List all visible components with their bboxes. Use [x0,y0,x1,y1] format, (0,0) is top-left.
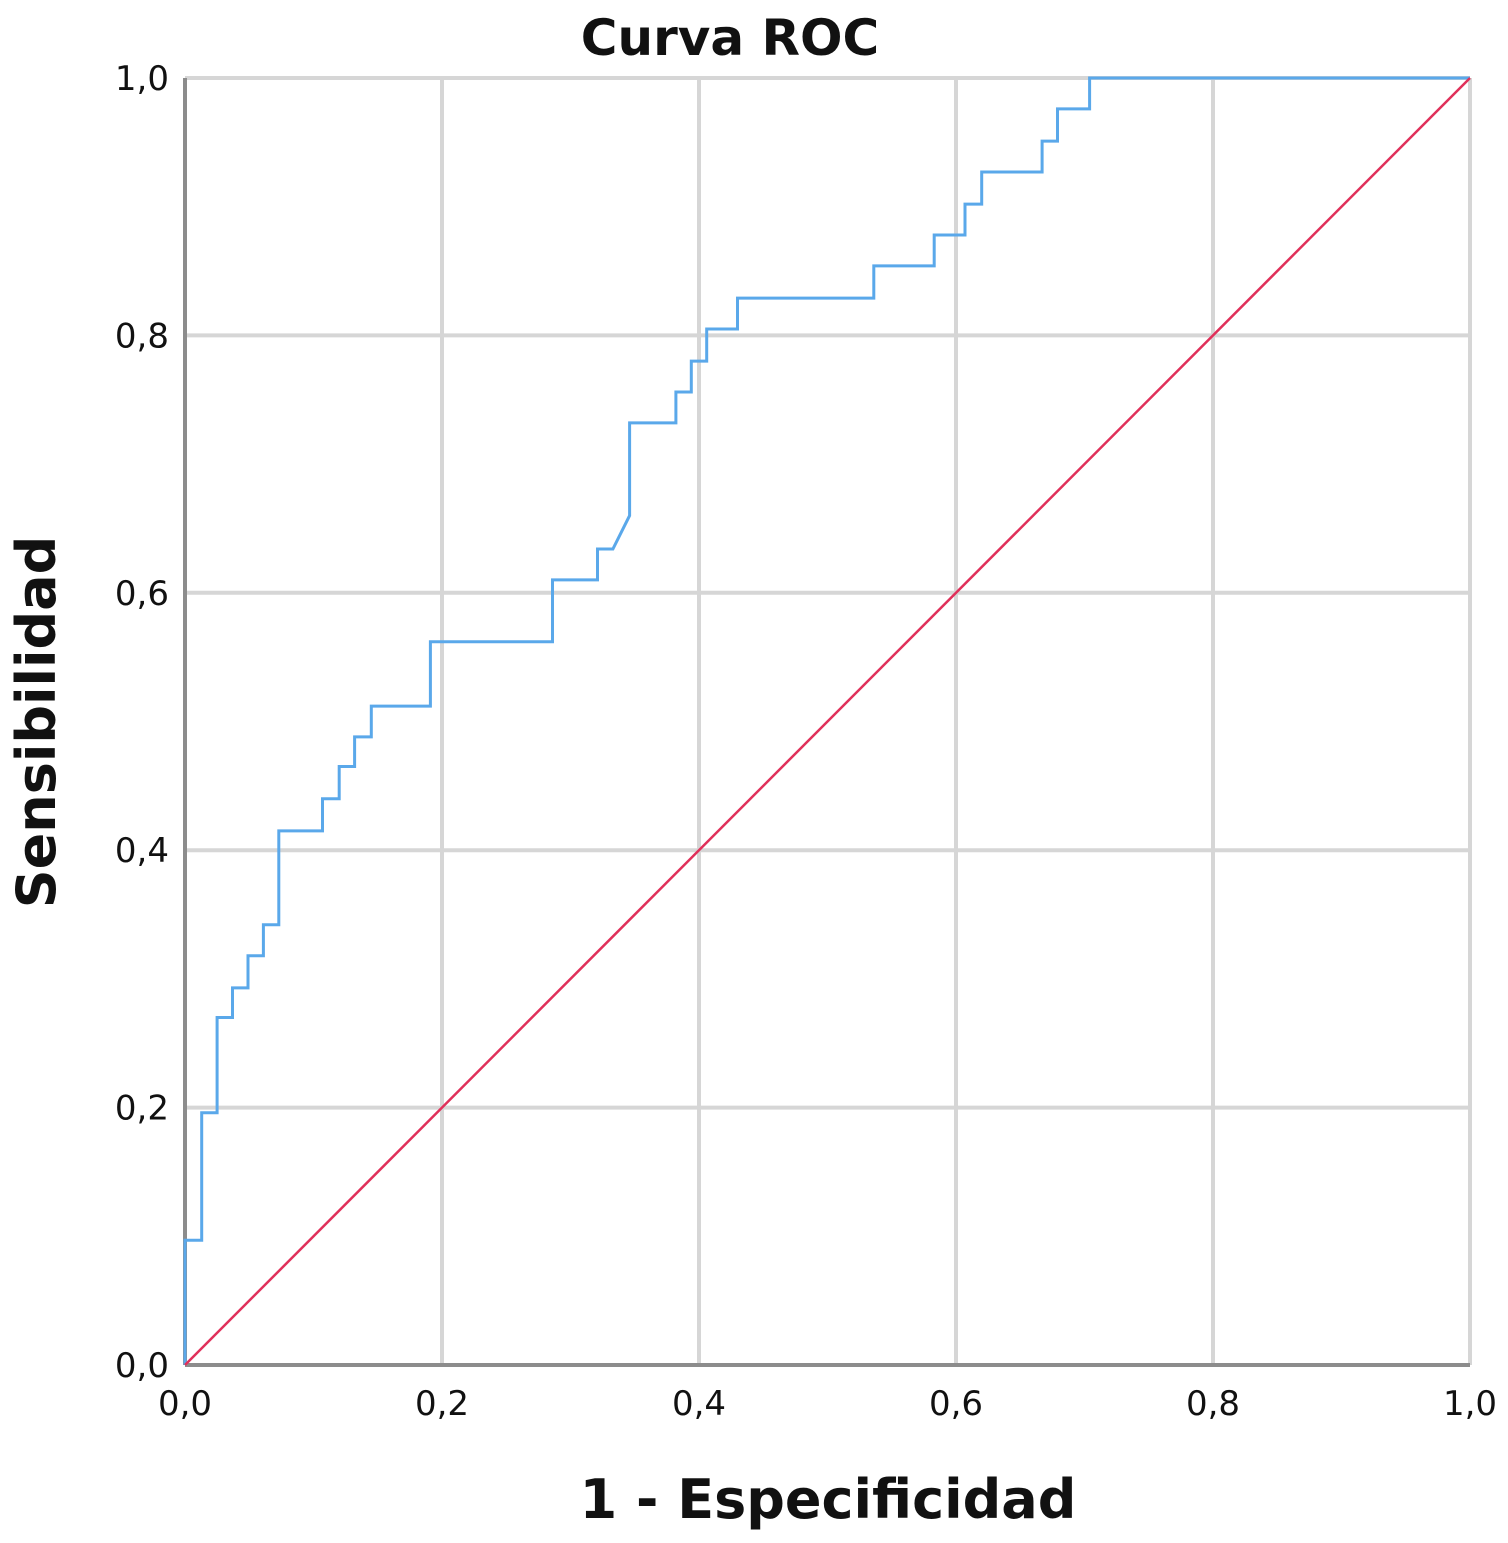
x-tick-labels: 0,0 0,2 0,4 0,6 0,8 1,0 [158,1384,1497,1424]
y-tick-label: 0,0 [115,1346,169,1386]
y-axis-title: Sensibilidad [5,536,68,909]
y-tick-labels: 0,0 0,2 0,4 0,6 0,8 1,0 [115,59,169,1386]
y-tick-label: 0,6 [115,574,169,614]
x-tick-label: 0,8 [1186,1384,1240,1424]
x-tick-label: 0,4 [672,1384,726,1424]
y-tick-label: 0,8 [115,316,169,356]
y-tick-label: 0,2 [115,1089,169,1129]
roc-curve-line [183,76,1470,1365]
x-tick-label: 1,0 [1443,1384,1497,1424]
chart-title: Curva ROC [581,9,879,67]
x-tick-label: 0,6 [929,1384,983,1424]
y-tick-label: 0,4 [115,831,169,871]
y-tick-label: 1,0 [115,59,169,99]
axes [183,78,1470,1367]
reference-diagonal-line [184,77,1471,1366]
series-group [183,76,1471,1366]
x-tick-label: 0,0 [158,1384,212,1424]
x-axis-title: 1 - Especificidad [580,1468,1077,1531]
x-tick-label: 0,2 [415,1384,469,1424]
